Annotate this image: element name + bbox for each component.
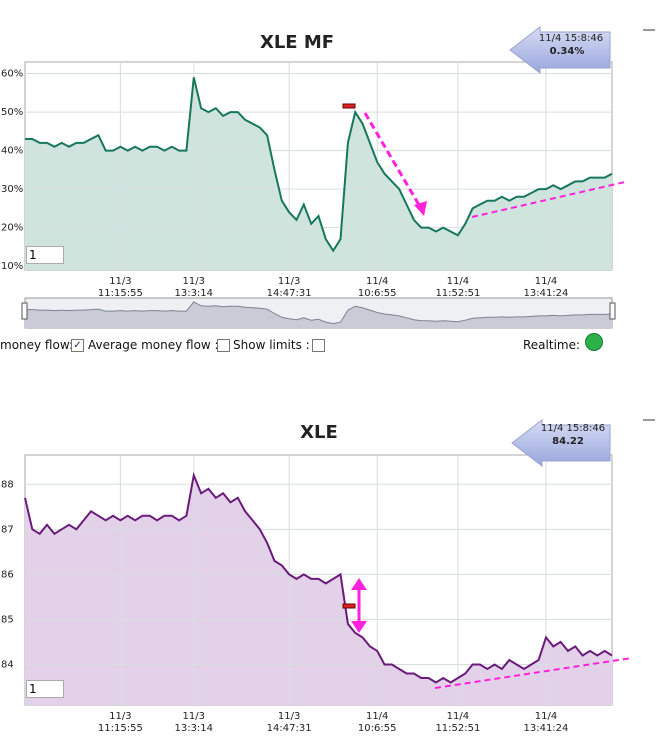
plot: 84 85 86 87 88 XLE — [1, 422, 613, 706]
input[interactable]: 1 — [26, 680, 64, 698]
y-tick-label: 10% — [1, 261, 23, 272]
y-tick-label: 86 — [1, 569, 14, 580]
x-tick-label: 11/3 11:15:55 — [97, 711, 143, 734]
checkbox[interactable]: ✓ — [71, 339, 84, 352]
area — [25, 475, 612, 705]
plot: 10% 20% 30% 40% 50% 60% XLE MF — [1, 32, 613, 272]
plot — [21, 297, 616, 329]
x-tick-label: 11/4 10:6:55 — [357, 276, 397, 299]
label: Average money flow : — [88, 338, 219, 352]
arrow-head — [414, 201, 427, 216]
marker — [342, 603, 356, 609]
badge-time: 11/4 15:8:46 — [541, 423, 605, 434]
arrow-head — [351, 621, 367, 633]
x-tick-label: 11/4 10:6:55 — [357, 711, 397, 734]
badge-value: 84.22 — [552, 436, 584, 447]
chart-title: XLE — [300, 422, 338, 443]
navigator-line — [25, 301, 613, 325]
y-tick-label: 30% — [1, 184, 23, 195]
plot — [342, 103, 633, 689]
y-tick-label: 85 — [1, 614, 14, 625]
navigator-handle[interactable] — [21, 302, 28, 320]
x-tick-label: 11/3 14:47:31 — [266, 276, 312, 299]
label: Realtime: — [523, 338, 581, 352]
x-tick-label: 11/3 13:3:14 — [174, 711, 214, 734]
trend-line — [471, 181, 626, 218]
y-tick-label: 84 — [1, 659, 14, 670]
checkbox[interactable] — [312, 339, 325, 352]
trend-line — [434, 657, 633, 689]
label: money flow: — [0, 338, 74, 352]
x-tick-label: 11/3 13:3:14 — [174, 276, 214, 299]
x-tick-label: 11/4 13:41:24 — [523, 711, 569, 734]
badge-arrow — [509, 25, 611, 75]
badge-arrow — [511, 418, 611, 468]
y-tick-label: 20% — [1, 223, 23, 234]
checkbox[interactable] — [217, 339, 230, 352]
chart-title: XLE MF — [260, 32, 334, 53]
x-tick-label: 11/3 11:15:55 — [97, 276, 143, 299]
line — [24, 471, 613, 684]
x-tick-label: 11/3 14:47:31 — [266, 711, 312, 734]
navigator-area — [25, 301, 612, 328]
input[interactable]: 1 — [26, 246, 64, 264]
badge: 11/4 15:8:46 0.34% 11/4 15:8:46 84.22 — [509, 25, 611, 468]
navigator-handle[interactable] — [609, 302, 616, 320]
y-tick-label: 50% — [1, 107, 23, 118]
x-tick-label: 11/4 11:52:51 — [435, 276, 481, 299]
label: Show limits : — [233, 338, 310, 352]
annotation-arrow — [363, 112, 424, 211]
x-tick-label: 11/4 13:41:24 — [523, 276, 569, 299]
marker — [342, 103, 356, 109]
y-tick-label: 40% — [1, 146, 23, 157]
y-tick-label: 88 — [1, 479, 14, 490]
x-tick-label: 11/4 11:52:51 — [435, 711, 481, 734]
realtime-indicator[interactable] — [585, 333, 603, 351]
y-tick-label: 87 — [1, 524, 14, 535]
badge-value: 0.34% — [550, 46, 585, 57]
arrow-head — [351, 578, 367, 590]
y-tick-label: 60% — [1, 69, 23, 80]
badge-time: 11/4 15:8:46 — [539, 33, 603, 44]
line — [25, 77, 613, 253]
area — [25, 77, 612, 271]
